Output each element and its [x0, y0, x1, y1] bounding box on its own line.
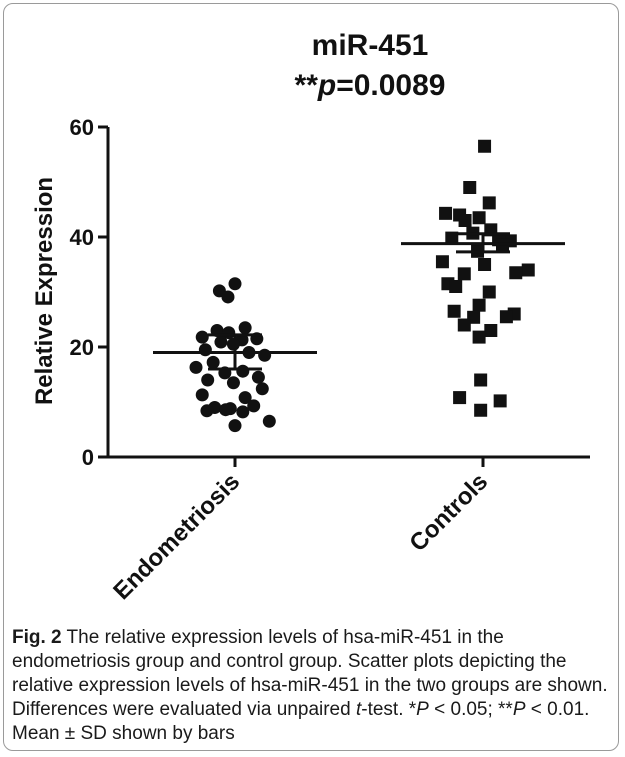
data-point-square [478, 139, 492, 153]
axes [106, 127, 590, 459]
data-point-square [474, 373, 488, 387]
data-point-circle [219, 403, 233, 417]
data-point-square [484, 324, 498, 337]
y-tick-label: 0 [82, 445, 94, 470]
mean-sd-bars [153, 232, 565, 371]
subtitle-p: p [317, 69, 336, 102]
data-point-square [449, 280, 463, 293]
caption-text-1: The relative expression levels of hsa-mi… [12, 627, 608, 720]
chart-subtitle: **p=0.0089 [295, 69, 446, 102]
data-point-circle [251, 370, 265, 384]
data-point-square [521, 263, 535, 277]
data-point-circle [236, 405, 250, 419]
y-axis-label: Relative Expression [31, 177, 58, 405]
data-point-circle [247, 399, 261, 413]
data-point-square [472, 211, 486, 225]
data-point-square [482, 196, 496, 210]
data-point-circle [214, 335, 228, 349]
data-point-circle [221, 290, 235, 304]
data-point-square [478, 258, 492, 271]
data-point-square [499, 310, 513, 324]
data-point-circle [228, 277, 242, 291]
subtitle-value: =0.0089 [336, 69, 445, 102]
data-point-circle [200, 404, 214, 418]
data-point-circle [189, 360, 203, 374]
y-tick-label: 20 [70, 335, 94, 360]
data-point-square [457, 267, 471, 281]
x-category-label: Controls [404, 468, 493, 557]
scatter-chart: miR-451 **p=0.0089 Relative Expression 0… [31, 29, 590, 605]
x-category-labels: Endometriosis Controls [108, 457, 493, 605]
data-point-square [472, 298, 486, 312]
y-tick-label: 40 [70, 225, 94, 250]
chart-title: miR-451 [312, 29, 429, 62]
data-point-circle [201, 373, 215, 387]
data-point-circle [255, 382, 269, 396]
data-point-circle [238, 321, 252, 335]
data-point-square [439, 206, 453, 220]
data-points [189, 139, 535, 433]
data-point-square [435, 255, 449, 269]
data-point-circle [238, 391, 252, 405]
y-tick-label: 60 [70, 115, 94, 140]
x-category-label: Endometriosis [108, 468, 245, 605]
y-ticks: 0 20 40 60 [70, 115, 108, 470]
caption-t-italic: t [355, 699, 362, 720]
data-point-circle [226, 376, 240, 390]
caption-p1-italic: P [416, 699, 429, 720]
caption-p2-italic: P [512, 699, 526, 720]
data-point-circle [236, 364, 250, 378]
data-point-square [493, 394, 507, 408]
data-point-circle [206, 355, 220, 369]
data-point-square [472, 330, 486, 344]
data-point-square [453, 391, 467, 405]
data-point-square [496, 238, 509, 252]
caption-fig-label: Fig. 2 [12, 627, 62, 648]
figure-caption: Fig. 2 The relative expression levels of… [12, 626, 612, 746]
data-point-circle [198, 343, 212, 357]
data-point-square [457, 318, 471, 332]
data-point-square [447, 304, 461, 318]
subtitle-stars: ** [295, 69, 319, 102]
data-point-square [474, 403, 488, 417]
caption-text-2: -test. * [361, 699, 417, 720]
data-point-square [509, 266, 523, 280]
data-point-circle [262, 414, 276, 428]
data-point-square [458, 214, 472, 227]
caption-text-3: < 0.05; ** [428, 699, 513, 720]
data-point-circle [195, 330, 209, 344]
data-point-circle [226, 337, 240, 351]
data-point-square [482, 285, 496, 299]
data-point-circle [195, 388, 209, 402]
caption-text-4: < 0.01. Mean ± SD shown by bars [12, 699, 590, 744]
data-point-circle [228, 419, 242, 433]
data-point-square [445, 231, 459, 245]
data-point-circle [258, 348, 272, 362]
data-point-square [463, 181, 477, 194]
